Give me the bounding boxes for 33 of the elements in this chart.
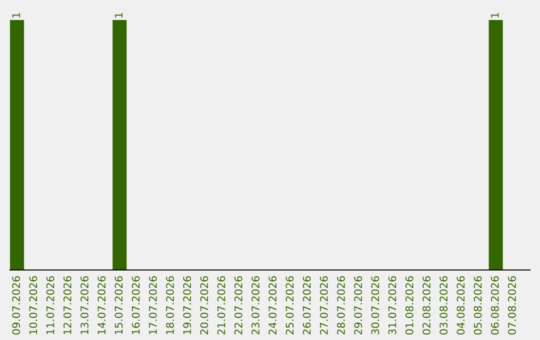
x-tick-label: 26.07.2026 — [302, 276, 311, 334]
data-label: 1 — [491, 12, 499, 18]
x-tick-label: 27.07.2026 — [320, 276, 328, 334]
x-tick-label: 14.07.2026 — [98, 276, 106, 334]
x-tick-label: 20.07.2026 — [200, 276, 208, 334]
x-tick-label: 29.07.2026 — [354, 276, 362, 334]
x-tick-label: 24.07.2026 — [268, 276, 277, 334]
x-tick-label: 04.08.2026 — [456, 276, 465, 335]
x-tick-label: 22.07.2026 — [234, 276, 242, 334]
x-tick-label: 16.07.2026 — [132, 276, 140, 334]
data-label: 1 — [12, 12, 20, 18]
x-tick-label: 09.07.2026 — [12, 276, 20, 335]
x-tick-label: 28.07.2026 — [337, 276, 345, 334]
data-label: 1 — [114, 12, 122, 18]
x-tick-label: 01.08.2026 — [405, 276, 414, 335]
x-tick-label: 06.08.2026 — [490, 276, 499, 335]
x-tick-label: 12.07.2026 — [63, 276, 72, 334]
x-tick-label: 18.07.2026 — [166, 276, 174, 334]
x-tick-label: 10.07.2026 — [29, 276, 38, 334]
x-tick-label: 03.08.2026 — [440, 276, 448, 335]
x-tick-label: 11.07.2026 — [46, 276, 54, 334]
x-tick-label: 30.07.2026 — [371, 276, 380, 334]
x-tick-label: 15.07.2026 — [114, 276, 123, 334]
x-tick-label: 31.07.2026 — [388, 276, 396, 334]
x-tick-label: 05.08.2026 — [474, 276, 482, 335]
x-tick-label: 07.08.2026 — [508, 276, 516, 335]
x-tick-label: 17.07.2026 — [148, 276, 157, 334]
x-tick-label: 25.07.2026 — [286, 276, 294, 334]
x-tick-label: 13.07.2026 — [80, 276, 88, 334]
x-tick-label: 23.07.2026 — [252, 276, 260, 334]
x-tick-label: 21.07.2026 — [217, 276, 226, 334]
x-tick-label: 02.08.2026 — [422, 276, 430, 335]
x-tick-label: 19.07.2026 — [183, 276, 192, 334]
